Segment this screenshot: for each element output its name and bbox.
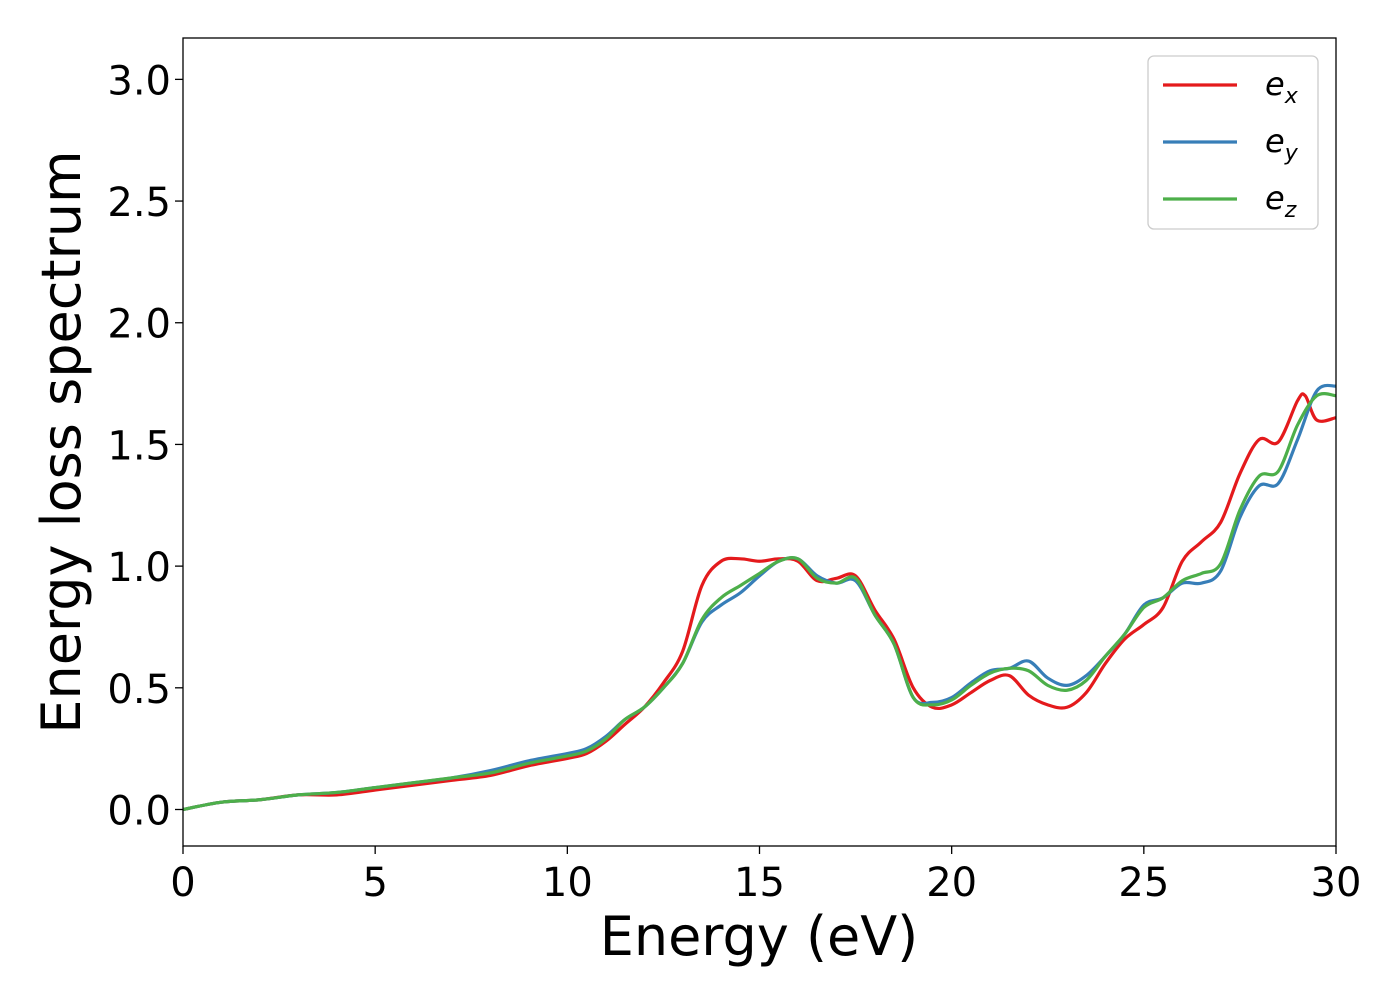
x-tick-label: 30 — [1311, 860, 1362, 906]
x-tick-label: 15 — [734, 860, 785, 906]
legend-label-e_x: ex — [1265, 65, 1299, 109]
x-tick-label: 10 — [542, 860, 593, 906]
x-tick-label: 20 — [926, 860, 977, 906]
y-tick-label: 0.5 — [107, 667, 171, 713]
x-tick-label: 5 — [362, 860, 387, 906]
legend-label-e_y: ey — [1265, 122, 1299, 166]
y-tick-label: 1.0 — [107, 545, 171, 591]
legend-label-e_z: ez — [1265, 179, 1297, 223]
series-layer — [183, 383, 1336, 812]
y-axis-title: Energy loss spectrum — [30, 150, 93, 733]
y-tick-label: 2.5 — [107, 180, 171, 226]
y-tick-label: 3.0 — [107, 58, 171, 104]
x-axis: 0 5 10 15 20 25 30 — [170, 846, 1361, 906]
y-tick-label: 1.5 — [107, 423, 171, 469]
series-line-e_z — [183, 392, 1336, 812]
x-tick-label: 0 — [170, 860, 195, 906]
x-axis-title: Energy (eV) — [600, 905, 919, 968]
y-tick-label: 0.0 — [107, 788, 171, 834]
y-tick-label: 2.0 — [107, 302, 171, 348]
x-tick-label: 25 — [1118, 860, 1169, 906]
y-axis: 0.0 0.5 1.0 1.5 2.0 2.5 3.0 — [107, 58, 183, 834]
legend: ex ey ez — [1147, 55, 1319, 230]
